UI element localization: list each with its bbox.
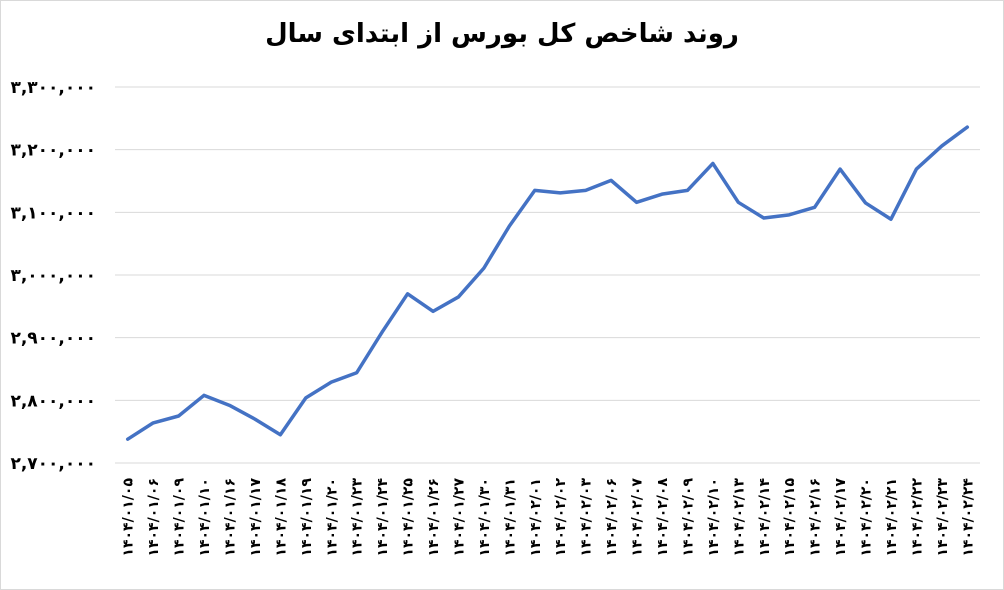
x-tick-label: ۱۴۰۴/۰۲/۱۰ <box>706 478 722 557</box>
x-tick-label: ۱۴۰۴/۰۲/۲۲ <box>909 478 925 557</box>
x-tick-label: ۱۴۰۴/۰۲/۰۹ <box>680 478 696 557</box>
x-tick-label: ۱۴۰۴/۰۲/۰۳ <box>579 478 595 557</box>
x-tick-label: ۱۴۰۴/۰۲/۱۳ <box>731 478 747 557</box>
x-tick-label: ۱۴۰۴/۰۲/۱۴ <box>757 478 773 557</box>
x-tick-label: ۱۴۰۴/۰۲/۰۲ <box>553 478 569 557</box>
x-tick-label: ۱۴۰۴/۰۱/۱۹ <box>299 478 315 557</box>
x-tick-label: ۱۴۰۴/۰۱/۱۰ <box>197 478 213 557</box>
x-tick-label: ۱۴۰۴/۰۲/۰۱ <box>528 478 544 557</box>
x-tick-label: ۱۴۰۴/۰۱/۲۵ <box>401 478 417 557</box>
y-tick-label: ۳,۱۰۰,۰۰۰ <box>10 203 96 223</box>
x-tick-label: ۱۴۰۴/۰۲/۱۵ <box>782 478 798 557</box>
x-tick-label: ۱۴۰۴/۰۲/۰۶ <box>604 478 620 557</box>
x-tick-label: ۱۴۰۴/۰۱/۱۷ <box>248 478 264 557</box>
x-tick-label: ۱۴۰۴/۰۱/۳۱ <box>502 478 518 557</box>
x-tick-label: ۱۴۰۴/۰۱/۰۶ <box>146 478 162 557</box>
x-tick-label: ۱۴۰۴/۰۱/۰۵ <box>121 478 137 557</box>
y-tick-label: ۳,۲۰۰,۰۰۰ <box>10 141 96 161</box>
x-tick-label: ۱۴۰۴/۰۱/۳۰ <box>477 478 493 557</box>
x-tick-label: ۱۴۰۴/۰۲/۰۸ <box>655 478 671 557</box>
line-series <box>125 125 970 441</box>
x-tick-label: ۱۴۰۴/۰۲/۲۰ <box>859 478 875 557</box>
chart-title: روند شاخص کل بورس از ابتدای سال <box>265 19 739 49</box>
x-tick-label: ۱۴۰۴/۰۲/۱۶ <box>808 478 824 557</box>
x-tick-label: ۱۴۰۴/۰۲/۲۳ <box>935 478 951 557</box>
x-tick-label: ۱۴۰۴/۰۱/۲۴ <box>375 478 391 557</box>
x-tick-label: ۱۴۰۴/۰۱/۲۳ <box>350 478 366 557</box>
x-tick-label: ۱۴۰۴/۰۱/۲۶ <box>426 478 442 557</box>
y-tick-label: ۲,۷۰۰,۰۰۰ <box>10 454 96 474</box>
x-tick-label: ۱۴۰۴/۰۲/۱۷ <box>833 478 849 557</box>
x-tick-label: ۱۴۰۴/۰۱/۲۰ <box>324 478 340 557</box>
y-tick-label: ۳,۳۰۰,۰۰۰ <box>10 78 96 98</box>
y-tick-label: ۳,۰۰۰,۰۰۰ <box>10 266 96 286</box>
x-tick-label: ۱۴۰۴/۰۲/۲۴ <box>960 478 976 557</box>
x-tick-label: ۱۴۰۴/۰۲/۲۱ <box>884 478 900 557</box>
x-tick-label: ۱۴۰۴/۰۱/۰۹ <box>172 478 188 557</box>
x-tick-label: ۱۴۰۴/۰۱/۱۶ <box>222 478 238 557</box>
x-tick-label: ۱۴۰۴/۰۲/۰۷ <box>630 478 646 557</box>
x-tick-label: ۱۴۰۴/۰۱/۲۷ <box>451 478 467 557</box>
x-tick-label: ۱۴۰۴/۰۱/۱۸ <box>273 478 289 557</box>
y-tick-label: ۲,۹۰۰,۰۰۰ <box>10 329 96 349</box>
y-tick-label: ۲,۸۰۰,۰۰۰ <box>10 391 96 411</box>
